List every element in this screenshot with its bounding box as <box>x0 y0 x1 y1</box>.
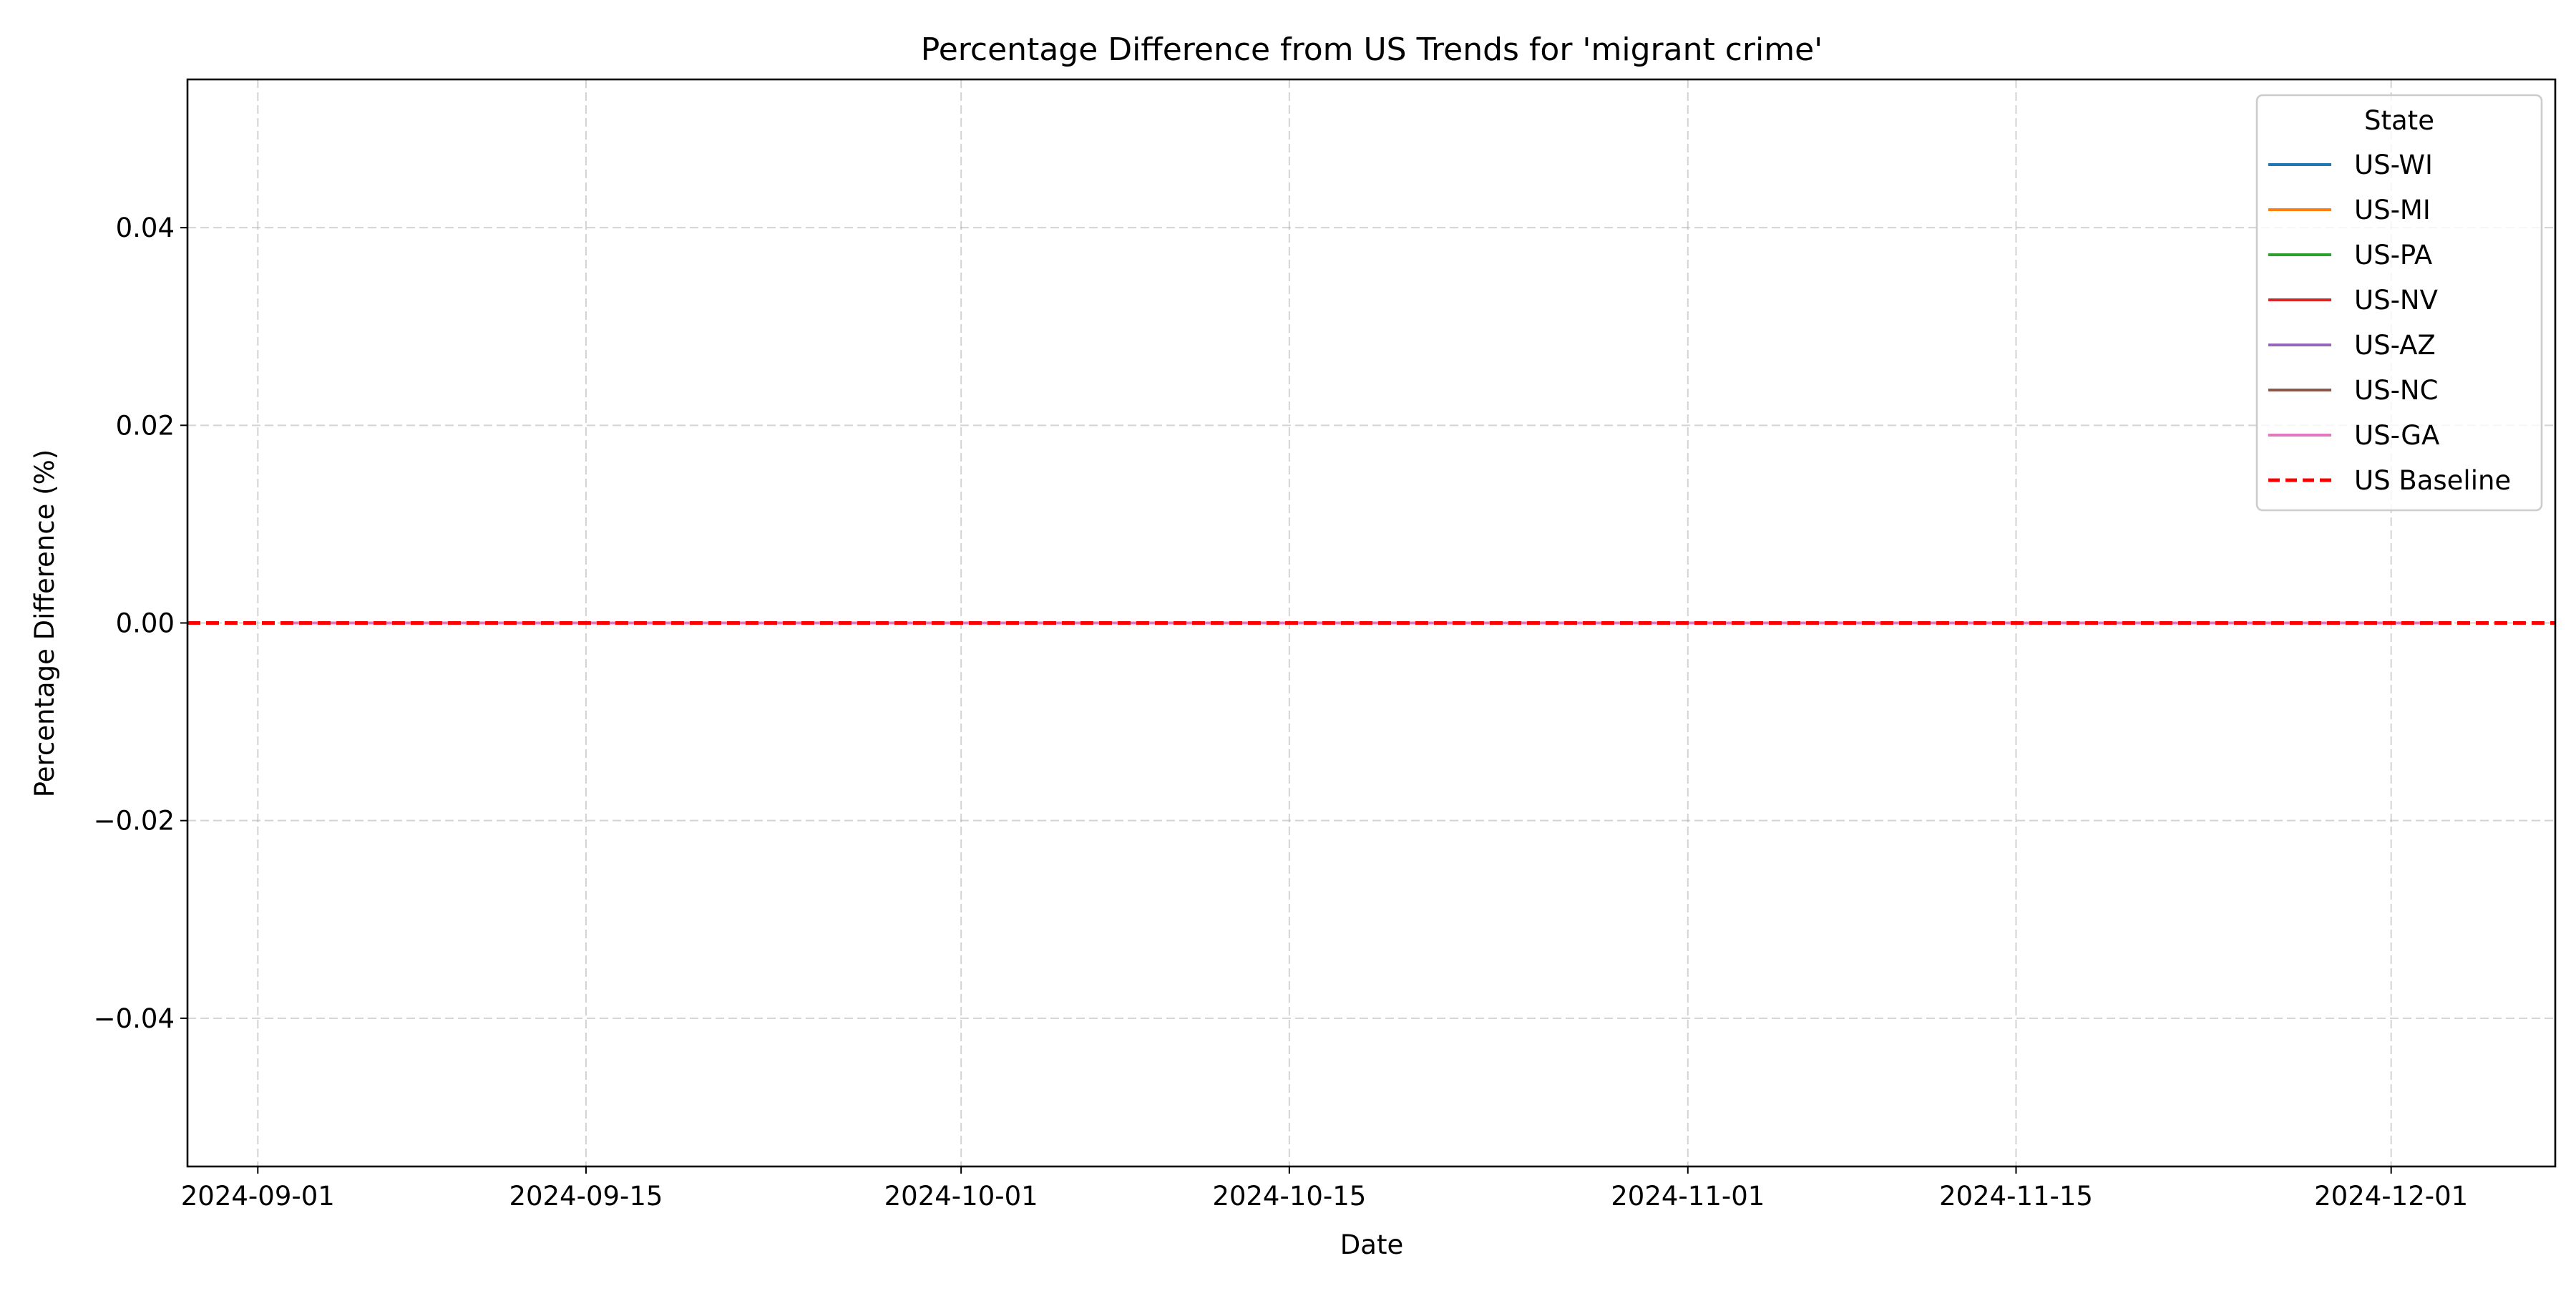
x-tick-label: 2024-11-15 <box>1939 1181 2093 1212</box>
x-tick-label: 2024-12-01 <box>2314 1181 2468 1212</box>
y-tick-label: 0.02 <box>116 410 175 441</box>
legend-label: US-NV <box>2354 285 2438 316</box>
legend: State US-WI US-MI US-PA US-NV US-AZ US-NC US-G… <box>2255 94 2543 512</box>
x-tick-label: 2024-11-01 <box>1611 1181 1765 1212</box>
chart-title: Percentage Difference from US Trends for… <box>921 31 1823 68</box>
y-tick-label: −0.02 <box>94 806 175 837</box>
legend-label: US-AZ <box>2354 330 2436 361</box>
legend-label: US-PA <box>2354 240 2432 271</box>
legend-label: US-GA <box>2354 420 2439 451</box>
x-tick-label: 2024-10-01 <box>884 1181 1038 1212</box>
legend-label: US Baseline <box>2354 465 2511 496</box>
legend-title: State <box>2364 105 2434 136</box>
y-tick-label: −0.04 <box>94 1003 175 1034</box>
x-axis-label: Date <box>1340 1229 1403 1260</box>
y-axis: 0.04 0.02 0.00 −0.02 −0.04 <box>94 213 187 1034</box>
x-tick-label: 2024-09-15 <box>509 1181 663 1212</box>
x-tick-label: 2024-09-01 <box>181 1181 335 1212</box>
x-axis: 2024-09-01 2024-09-15 2024-10-01 2024-10-15… <box>181 1166 2468 1212</box>
y-tick-label: 0.00 <box>116 608 175 639</box>
legend-label: US-WI <box>2354 150 2433 180</box>
legend-label: US-MI <box>2354 195 2431 225</box>
y-axis-label: Percentage Difference (%) <box>29 449 60 797</box>
x-tick-label: 2024-10-15 <box>1212 1181 1366 1212</box>
legend-entries: US-WI US-MI US-PA US-NV US-AZ US-NC US-GA US Ba… <box>2268 150 2511 496</box>
y-tick-label: 0.04 <box>116 213 175 243</box>
legend-box <box>2255 94 2543 512</box>
legend-label: US-NC <box>2354 375 2438 406</box>
